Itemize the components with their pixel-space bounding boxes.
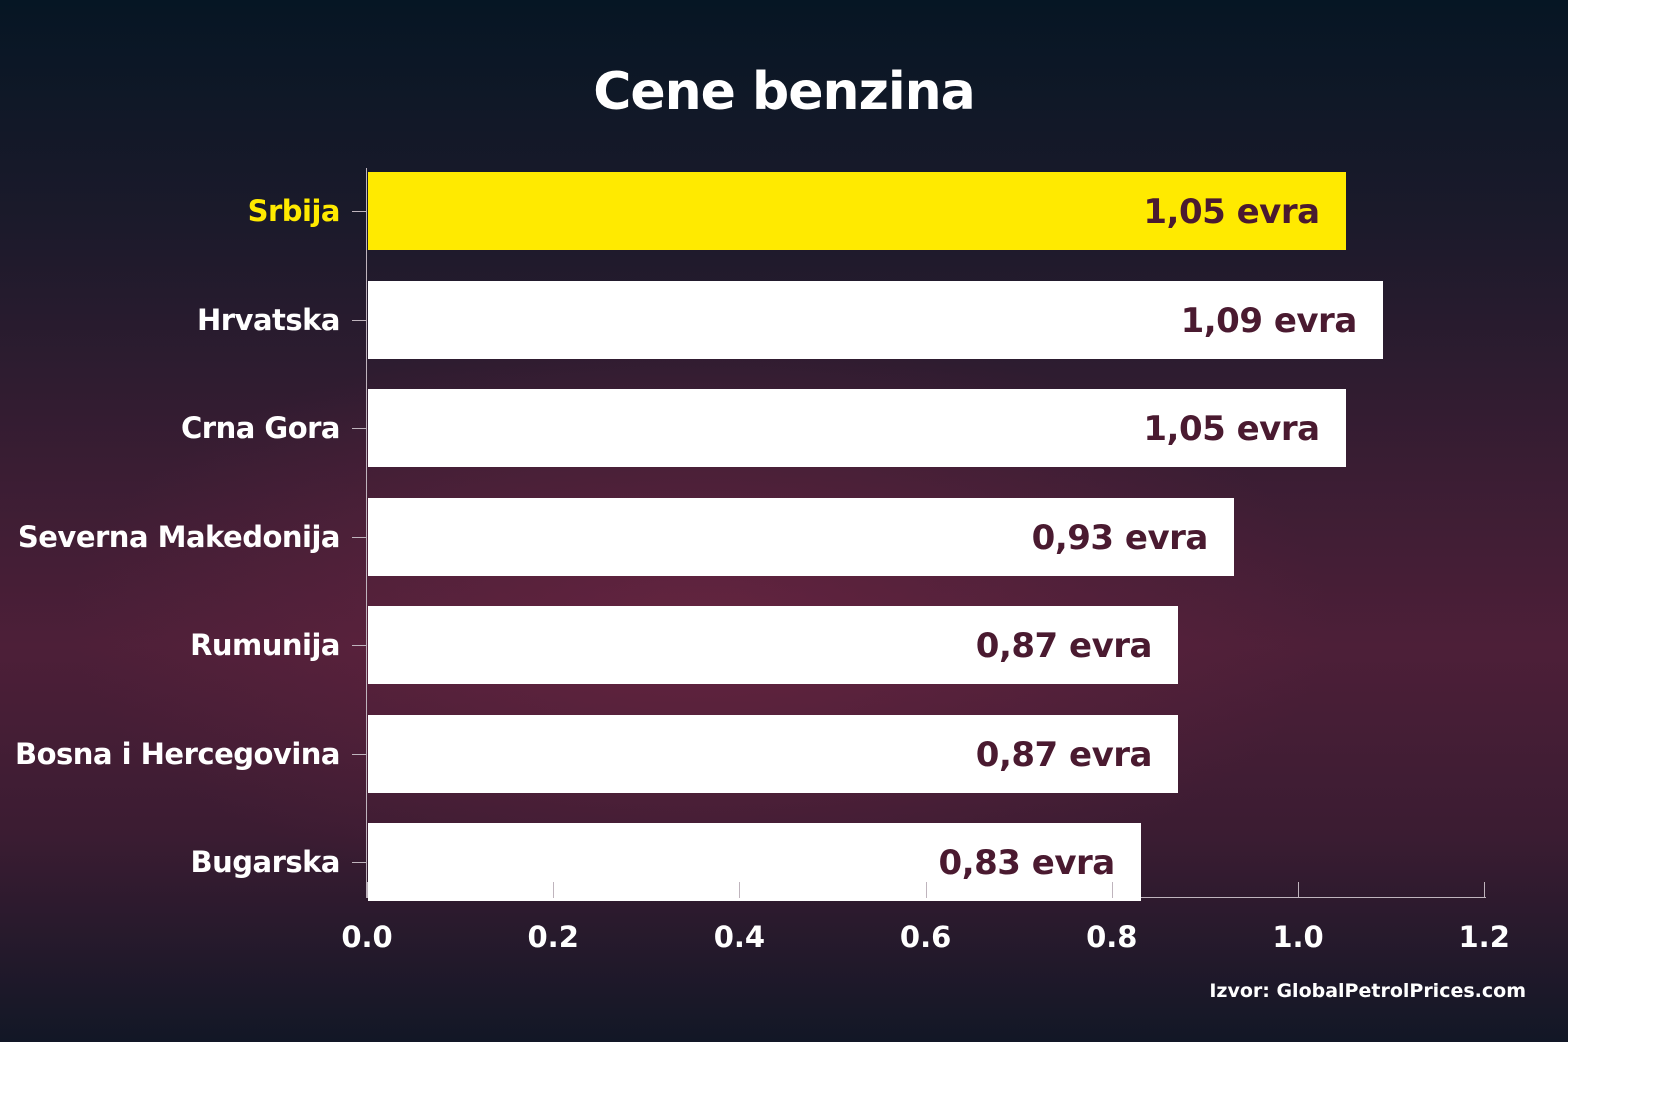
bar-crna-gora: 1,05 evra bbox=[368, 389, 1346, 467]
y-tick bbox=[352, 645, 366, 646]
y-tick bbox=[352, 211, 366, 212]
category-label: Rumunija bbox=[190, 628, 340, 662]
bar-hrvatska: 1,09 evra bbox=[368, 280, 1383, 359]
y-tick bbox=[352, 428, 366, 429]
x-tick-label: 1.2 bbox=[1458, 920, 1510, 954]
x-tick-label: 1.0 bbox=[1272, 920, 1324, 954]
bar-value-label: 1,05 evra bbox=[1143, 192, 1320, 232]
x-tick-label: 0.2 bbox=[527, 920, 579, 954]
source-note: Izvor: GlobalPetrolPrices.com bbox=[1209, 980, 1526, 1002]
y-tick bbox=[352, 319, 366, 321]
x-tick bbox=[1484, 882, 1486, 898]
y-tick bbox=[352, 536, 366, 538]
y-tick bbox=[352, 862, 366, 863]
x-tick bbox=[553, 882, 555, 898]
x-tick-label: 0.0 bbox=[341, 920, 393, 954]
bar-srbija: 1,05 evra bbox=[368, 172, 1346, 250]
category-label: Bugarska bbox=[190, 845, 341, 879]
category-label: Severna Makedonija bbox=[17, 519, 341, 554]
x-tick bbox=[925, 882, 927, 898]
bar-value-label: 1,09 evra bbox=[1180, 300, 1358, 341]
chart-canvas: Cene benzina 1,05 evra Srbija 1,09 evra Hrv… bbox=[0, 0, 1568, 1042]
x-tick-label: 0.4 bbox=[713, 920, 766, 954]
y-tick bbox=[352, 753, 366, 755]
chart-title: Cene benzina bbox=[593, 62, 976, 122]
category-label: Bosna i Hercegovina bbox=[15, 736, 340, 771]
x-tick bbox=[367, 882, 368, 898]
bar-bosna-i-hercegovina: 0,87 evra bbox=[368, 714, 1178, 793]
x-tick bbox=[1111, 882, 1113, 898]
bar-bugarska: 0,83 evra bbox=[368, 823, 1141, 901]
bar-rumunija: 0,87 evra bbox=[368, 606, 1178, 684]
x-tick bbox=[1298, 882, 1299, 898]
bar-value-label: 0,83 evra bbox=[938, 843, 1116, 883]
x-tick bbox=[739, 882, 741, 898]
bar-value-label: 0,87 evra bbox=[975, 734, 1153, 775]
category-label: Crna Gora bbox=[181, 411, 341, 445]
y-axis-line bbox=[366, 168, 367, 898]
bar-severna-makedonija: 0,93 evra bbox=[368, 497, 1234, 576]
x-tick-label: 0.8 bbox=[1086, 920, 1138, 954]
bar-value-label: 0,87 evra bbox=[975, 626, 1153, 666]
x-tick-label: 0.6 bbox=[899, 920, 952, 954]
category-label: Srbija bbox=[247, 194, 341, 228]
bar-value-label: 1,05 evra bbox=[1143, 409, 1320, 449]
bar-value-label: 0,93 evra bbox=[1031, 517, 1209, 558]
category-label: Hrvatska bbox=[196, 302, 341, 337]
